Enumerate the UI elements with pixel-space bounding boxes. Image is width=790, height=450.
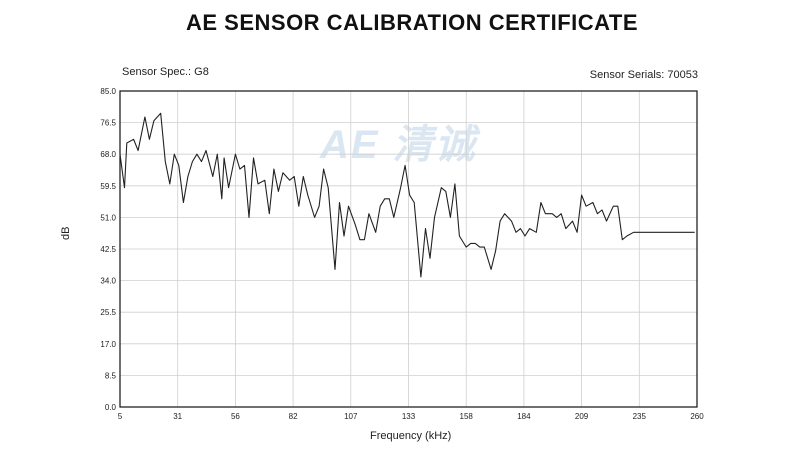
x-tick-label: 209 — [575, 412, 589, 421]
x-tick-label: 31 — [173, 412, 182, 421]
y-tick-label: 25.5 — [100, 308, 116, 317]
x-tick-label: 56 — [231, 412, 240, 421]
y-tick-label: 8.5 — [105, 371, 117, 380]
x-tick-label: 158 — [460, 412, 474, 421]
sensor-spec-label: Sensor Spec.: G8 — [122, 66, 209, 78]
x-tick-label: 235 — [633, 412, 647, 421]
watermark-logo: AE 清诚 — [320, 123, 477, 167]
x-tick-label: 82 — [289, 412, 298, 421]
x-tick-label: 107 — [344, 412, 358, 421]
x-tick-label: 5 — [118, 412, 123, 421]
x-tick-label: 260 — [690, 412, 704, 421]
x-tick-label: 133 — [402, 412, 416, 421]
x-tick-label: 184 — [517, 412, 531, 421]
y-tick-label: 59.5 — [100, 182, 116, 191]
sensor-serials-label: Sensor Serials: 70053 — [589, 69, 698, 81]
certificate-title: AE SENSOR CALIBRATION CERTIFICATE — [185, 10, 639, 35]
y-tick-label: 76.5 — [100, 119, 116, 128]
y-tick-label: 51.0 — [100, 213, 116, 222]
x-axis-label: Frequency (kHz) — [370, 430, 452, 442]
y-tick-label: 85.0 — [100, 87, 116, 96]
y-tick-label: 34.0 — [100, 277, 116, 286]
y-tick-label: 42.5 — [100, 245, 116, 254]
y-tick-label: 68.0 — [100, 150, 116, 159]
plot-frame — [119, 90, 698, 408]
y-tick-label: 17.0 — [100, 340, 116, 349]
series-line — [119, 112, 695, 278]
y-tick-label: 0.0 — [105, 403, 117, 412]
